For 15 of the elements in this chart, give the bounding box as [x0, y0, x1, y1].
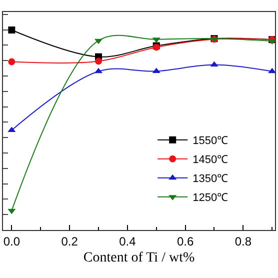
point	[8, 58, 16, 66]
legend-label: 1250℃	[192, 192, 228, 204]
x-tick-label: 0.2	[61, 234, 78, 248]
point	[94, 58, 102, 65]
x-tick-label: 0.6	[176, 234, 194, 248]
legend-label: 1550℃	[192, 135, 228, 148]
x-tick-label: 0.4	[119, 234, 136, 248]
legend-label: 1350℃	[192, 173, 228, 186]
x-tick-label: 0.0	[3, 234, 20, 248]
x-axis-title: Content of Ti / wt%	[83, 250, 195, 266]
point	[8, 26, 16, 34]
legend-label: 1450℃	[192, 154, 228, 166]
x-tick-label: 0.8	[234, 234, 252, 248]
point	[268, 68, 276, 74]
point	[210, 61, 218, 67]
